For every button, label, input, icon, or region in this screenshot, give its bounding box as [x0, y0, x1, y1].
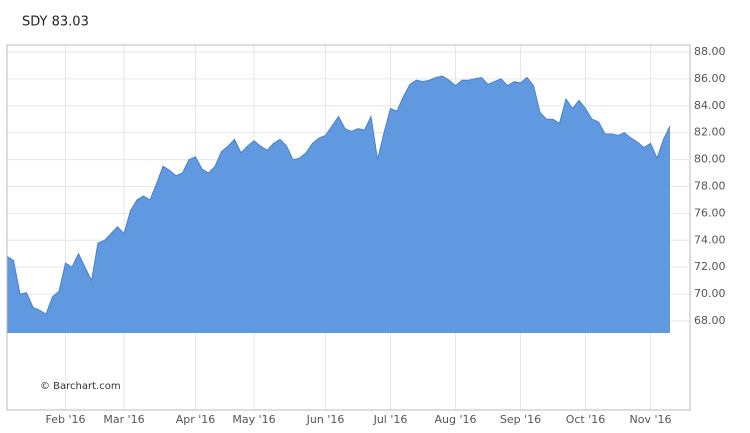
x-tick-label: Oct '16: [566, 413, 606, 426]
y-tick-label: 84.00: [694, 99, 726, 112]
y-tick-label: 78.00: [694, 179, 726, 192]
y-tick-label: 88.00: [694, 45, 726, 58]
y-tick-label: 72.00: [694, 260, 726, 273]
y-tick-label: 74.00: [694, 233, 726, 246]
chart-title: SDY 83.03: [22, 15, 89, 30]
x-tick-label: Apr '16: [176, 413, 216, 426]
y-tick-label: 68.00: [694, 314, 726, 327]
y-tick-label: 86.00: [694, 72, 726, 85]
x-tick-label: Feb '16: [46, 413, 86, 426]
x-tick-label: Jul '16: [373, 413, 408, 426]
credit: © Barchart.com: [40, 381, 121, 392]
y-tick-label: 82.00: [694, 126, 726, 139]
x-tick-label: Aug '16: [435, 413, 477, 426]
x-tick-label: May '16: [232, 413, 275, 426]
x-tick-label: Mar '16: [103, 413, 144, 426]
line: [6, 75, 671, 315]
x-tick-label: Sep '16: [500, 413, 541, 426]
plot-frame: [6, 44, 691, 411]
x-tick-label: Nov '16: [630, 413, 672, 426]
y-tick-label: 76.00: [694, 206, 726, 219]
x-tick-label: Jun '16: [306, 413, 345, 426]
area: [7, 76, 670, 333]
y-tick-label: 80.00: [694, 153, 726, 166]
y-tick-label: 70.00: [694, 287, 726, 300]
